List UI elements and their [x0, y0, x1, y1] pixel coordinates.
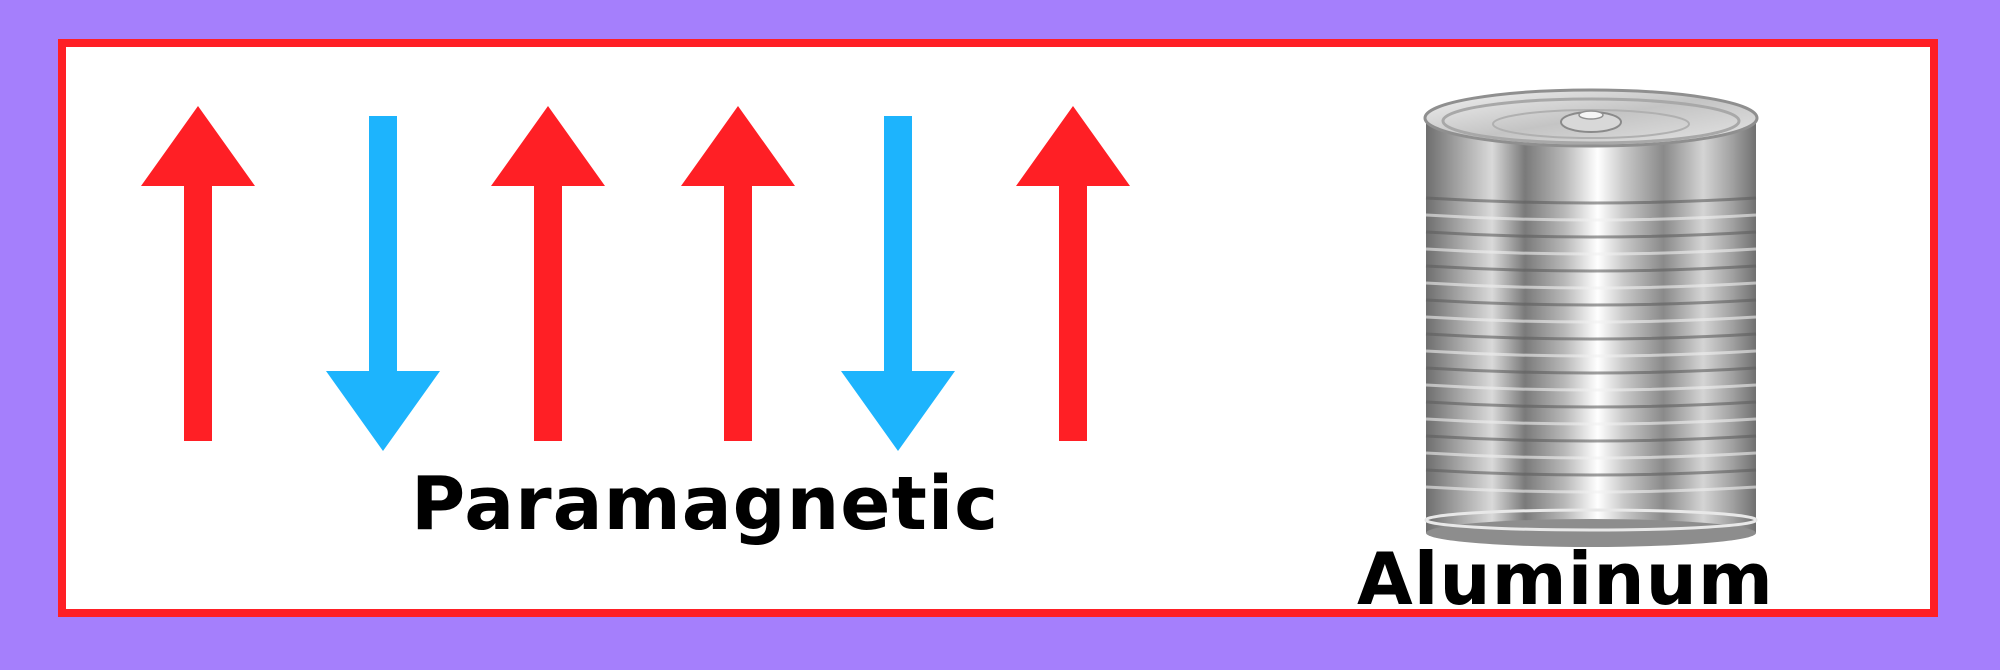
spin-arrows: [141, 106, 1130, 451]
aluminum-label: Aluminum: [1357, 537, 1774, 621]
spin-up-arrow-icon: [141, 106, 255, 441]
spin-down-arrow-icon: [841, 116, 955, 451]
spin-up-arrow-icon: [491, 106, 605, 441]
spin-up-arrow-icon: [1016, 106, 1130, 441]
aluminum-can-icon: [1423, 88, 1759, 547]
paramagnetic-label: Paramagnetic: [411, 461, 1000, 547]
spin-up-arrow-icon: [681, 106, 795, 441]
spin-down-arrow-icon: [326, 116, 440, 451]
